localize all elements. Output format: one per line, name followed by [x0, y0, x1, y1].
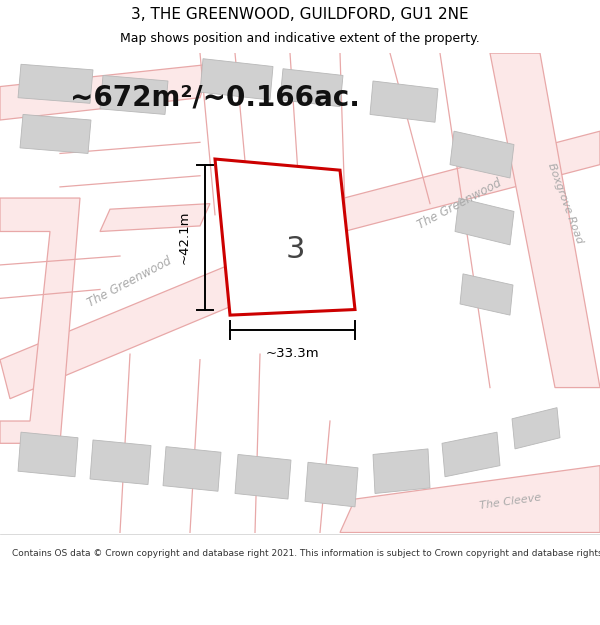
Polygon shape — [340, 466, 600, 532]
Polygon shape — [490, 53, 600, 388]
Polygon shape — [373, 449, 430, 494]
Polygon shape — [280, 69, 343, 107]
Polygon shape — [215, 159, 355, 315]
Polygon shape — [370, 81, 438, 122]
Polygon shape — [18, 432, 78, 477]
Polygon shape — [200, 59, 273, 100]
Text: 3: 3 — [285, 235, 305, 264]
Polygon shape — [305, 462, 358, 507]
Text: ~33.3m: ~33.3m — [266, 348, 319, 361]
Text: The Greenwood: The Greenwood — [416, 176, 504, 231]
Text: ~672m²/~0.166ac.: ~672m²/~0.166ac. — [70, 84, 360, 112]
Polygon shape — [442, 432, 500, 477]
Polygon shape — [450, 131, 514, 178]
Polygon shape — [235, 454, 291, 499]
Polygon shape — [460, 274, 513, 315]
Text: ~42.1m: ~42.1m — [178, 211, 191, 264]
Polygon shape — [20, 114, 91, 154]
Polygon shape — [163, 447, 221, 491]
Text: Map shows position and indicative extent of the property.: Map shows position and indicative extent… — [120, 32, 480, 45]
Polygon shape — [0, 231, 330, 399]
Polygon shape — [280, 131, 600, 248]
Polygon shape — [512, 408, 560, 449]
Text: Contains OS data © Crown copyright and database right 2021. This information is : Contains OS data © Crown copyright and d… — [12, 549, 600, 558]
Polygon shape — [90, 440, 151, 484]
Polygon shape — [455, 198, 514, 245]
Text: The Greenwood: The Greenwood — [86, 254, 174, 309]
Polygon shape — [100, 204, 210, 231]
Text: Boxgrove Road: Boxgrove Road — [546, 162, 584, 245]
Polygon shape — [100, 76, 168, 114]
Polygon shape — [18, 64, 93, 103]
Text: 3, THE GREENWOOD, GUILDFORD, GU1 2NE: 3, THE GREENWOOD, GUILDFORD, GU1 2NE — [131, 8, 469, 22]
Polygon shape — [0, 64, 210, 120]
Polygon shape — [0, 198, 80, 443]
Text: The Cleeve: The Cleeve — [478, 492, 542, 511]
